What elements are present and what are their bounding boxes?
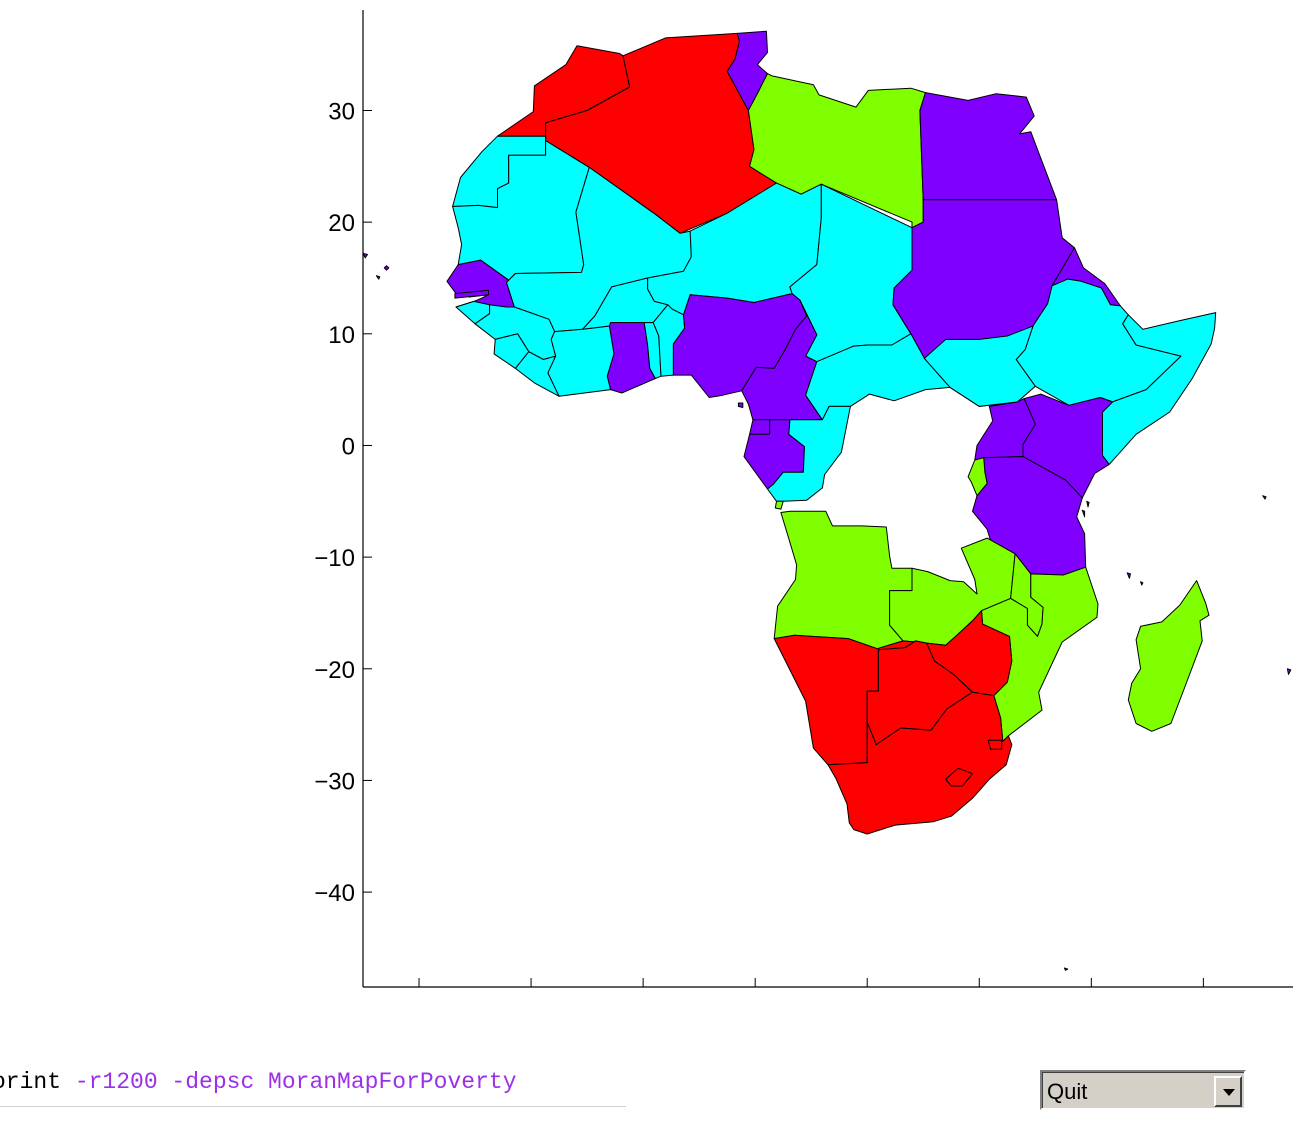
region-angola xyxy=(773,510,913,650)
region-comoros-2 xyxy=(1140,581,1144,586)
region-somalia xyxy=(1102,312,1217,465)
region-bioko xyxy=(737,402,744,408)
map-canvas: −20−1001020304050 30 20 10 0 −10 −20 −30 −40 xyxy=(314,10,1293,988)
x-axis-ticks: −20−1001020304050 xyxy=(418,978,1204,987)
region-small-south-1 xyxy=(1063,967,1069,971)
y-tick-label: −30 xyxy=(314,768,355,795)
y-axis-ticks: 30 20 10 0 −10 −20 −30 −40 xyxy=(314,98,372,907)
console-command-line[interactable]: orint -r1200 -depsc MoranMapForPoverty xyxy=(0,1064,517,1100)
y-tick-label: −20 xyxy=(314,657,355,684)
region-equatorial-guinea xyxy=(749,419,771,435)
region-cape-verde-2 xyxy=(383,265,390,271)
y-tick-label: −10 xyxy=(314,545,355,572)
dropdown-arrow-button[interactable] xyxy=(1214,1076,1242,1107)
region-south-sudan-fill xyxy=(923,325,1036,407)
region-ivory-coast xyxy=(547,325,615,397)
region-seychelles xyxy=(1262,495,1267,500)
quit-dropdown-field[interactable]: Quit xyxy=(1042,1072,1244,1108)
region-swaziland xyxy=(987,739,1003,750)
region-comoros xyxy=(1126,572,1131,579)
y-tick-label: 10 xyxy=(328,322,355,349)
region-cape-verde-3 xyxy=(375,275,381,280)
region-pemba xyxy=(1086,500,1090,508)
regions-layer xyxy=(362,30,1292,971)
y-tick-label: −40 xyxy=(314,880,355,907)
region-cape-verde-1 xyxy=(362,252,368,259)
y-tick-label: 30 xyxy=(328,98,355,125)
region-cabinda xyxy=(774,500,784,510)
quit-dropdown[interactable]: Quit xyxy=(1040,1070,1246,1110)
console-command-args: -r1200 -depsc MoranMapForPoverty xyxy=(61,1069,517,1095)
region-congo xyxy=(767,405,851,502)
region-zanzibar xyxy=(1081,509,1086,518)
y-tick-label: 20 xyxy=(328,210,355,237)
region-egypt xyxy=(919,92,1058,201)
chevron-down-icon xyxy=(1223,1089,1235,1096)
region-south-africa xyxy=(827,691,1013,835)
region-gambia-bar xyxy=(454,289,489,299)
region-rwanda-burundi xyxy=(967,457,988,497)
map-figure: −20−1001020304050 30 20 10 0 −10 −20 −30 −40 xyxy=(314,10,1293,988)
y-tick-label: 0 xyxy=(342,433,355,460)
region-lesotho xyxy=(945,767,973,787)
console-next-line xyxy=(0,1106,626,1121)
quit-dropdown-value: Quit xyxy=(1047,1079,1088,1104)
region-madagascar xyxy=(1127,580,1210,732)
region-mauritius xyxy=(1286,668,1292,675)
console-command: orint xyxy=(0,1069,62,1095)
